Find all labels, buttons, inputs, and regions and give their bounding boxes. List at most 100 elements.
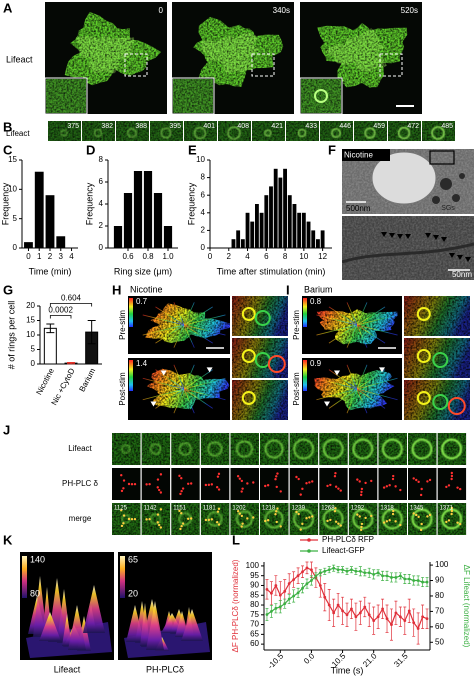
puncta [189,517,193,520]
roi-box [251,53,275,77]
puncta [339,489,342,492]
puncta [308,516,311,519]
puncta [450,509,454,513]
row-label: Post-stim [118,372,127,406]
puncta [217,472,221,476]
ring [264,509,284,529]
puncta [122,487,125,490]
puncta [329,518,332,522]
arrowhead [465,257,471,262]
ring [235,440,254,458]
timestamp: 520s [401,6,418,15]
puncta [180,489,183,493]
puncta [159,526,163,529]
filament [183,369,213,390]
frame-tile [200,433,230,465]
microscopy-image [45,2,167,114]
tile-texture [252,121,285,141]
ring [432,394,449,410]
y-tick-label: 8 [201,173,206,182]
image-background [378,468,407,500]
filament [356,314,398,326]
point [367,613,371,617]
frame-tile [150,121,183,141]
point [412,579,416,582]
point [327,568,331,572]
arrowhead [441,237,447,242]
puncta [180,512,183,515]
point [372,572,376,576]
frame-time: 485 [441,123,453,130]
filament [173,324,185,348]
arrowhead [324,401,330,407]
inset-texture [173,79,213,113]
ring [178,442,193,456]
puncta [415,513,418,517]
y-tick-label: 90 [250,581,259,590]
puncta [334,472,337,475]
point [381,607,384,611]
puncta [210,518,214,521]
puncta [333,474,337,478]
tile-texture [82,121,115,141]
puncta [178,474,181,478]
bar [43,327,57,365]
puncta [130,483,134,486]
frame-time: 472 [407,123,419,130]
tile-texture [230,503,259,535]
point [265,613,269,616]
puncta [204,483,208,487]
point [385,574,389,578]
x-tick-label: 0.0 [302,651,317,666]
puncta [279,490,282,493]
puncta [417,480,420,484]
ring [241,391,256,405]
puncta [240,479,244,483]
ring [431,126,445,140]
point [345,569,349,573]
em-image [342,216,474,280]
arrowhead [150,401,157,407]
error-bar [87,320,96,345]
y2-axis-label: ΔF Lifeact (normalized) [462,565,471,648]
tile-texture [230,433,259,465]
x-tick-label: 3 [59,252,64,261]
ring [352,438,374,460]
puncta [238,512,242,515]
y2-tick-label: 60 [435,622,444,631]
filament [356,302,368,326]
frame-tile [348,433,378,465]
point [403,577,407,581]
puncta [156,486,159,489]
point [412,621,416,625]
ring [241,349,256,363]
puncta [157,523,161,527]
frame-tile [319,468,348,500]
frame-time: 433 [305,123,317,130]
frame-tile [289,468,319,500]
ring [254,310,271,326]
point [274,584,278,587]
ring [293,508,315,530]
colorbar [303,360,307,391]
puncta [264,519,267,523]
surface-plot [118,552,212,660]
puncta [246,517,249,520]
puncta [391,512,395,516]
puncta [216,475,220,478]
puncta [360,487,364,491]
puncta [120,509,123,512]
filament [346,302,358,326]
puncta [417,515,420,519]
y2-tick-label: 100 [435,560,449,569]
ring [297,128,307,138]
bar [315,239,320,248]
puncta [236,475,240,478]
puncta [210,483,214,486]
filament [356,388,368,414]
frame-tile [171,433,200,465]
filament [183,324,195,348]
panel-label: B [3,119,12,134]
filament [142,324,185,336]
bar [301,212,306,248]
